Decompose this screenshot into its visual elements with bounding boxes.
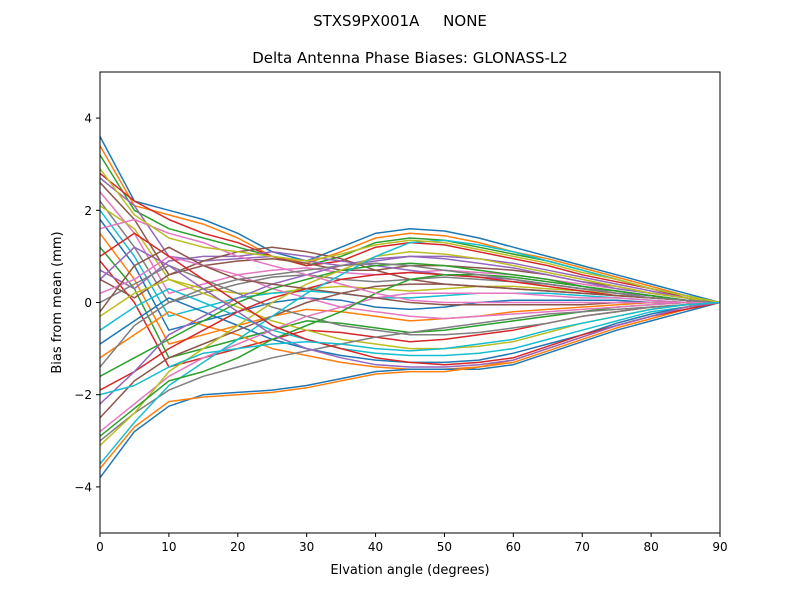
x-tick-label: 10 xyxy=(161,540,176,554)
series-line-s40 xyxy=(100,301,720,396)
series-line-s1 xyxy=(100,136,720,304)
series-line-s29 xyxy=(100,251,720,446)
x-tick-label: 30 xyxy=(299,540,314,554)
series-line-s27 xyxy=(100,292,720,433)
series-line-s33 xyxy=(100,274,720,437)
series-line-s37 xyxy=(100,218,720,304)
series-line-s26 xyxy=(100,283,720,419)
series-line-s2 xyxy=(100,145,720,304)
x-axis-ticks: 0 10 20 30 40 50 60 70 80 90 xyxy=(96,533,728,554)
series-line-s31 xyxy=(100,301,720,479)
y-tick-label: −4 xyxy=(74,480,92,494)
series-line-s39 xyxy=(100,168,720,304)
x-tick-label: 70 xyxy=(575,540,590,554)
series-line-s20 xyxy=(100,287,720,357)
y-axis-ticks: −4 −2 0 2 4 xyxy=(74,112,100,494)
x-tick-label: 20 xyxy=(230,540,245,554)
series-line-s25 xyxy=(100,255,720,405)
series-line-s32 xyxy=(100,301,720,469)
x-tick-label: 60 xyxy=(506,540,521,554)
x-tick-label: 0 xyxy=(96,540,104,554)
figure-suptitle: STXS9PX001A NONE xyxy=(313,12,487,30)
chart-title: Delta Antenna Phase Biases: GLONASS-L2 xyxy=(252,49,568,67)
series-line-s38 xyxy=(100,262,720,368)
y-tick-label: 4 xyxy=(84,112,92,126)
x-tick-label: 90 xyxy=(712,540,727,554)
x-tick-label: 40 xyxy=(368,540,383,554)
series-line-s28 xyxy=(100,301,720,442)
y-axis-label: Bias from mean (mm) xyxy=(50,231,65,373)
y-tick-label: −2 xyxy=(74,388,92,402)
series-group xyxy=(100,136,720,479)
x-tick-label: 80 xyxy=(643,540,658,554)
x-tick-label: 50 xyxy=(437,540,452,554)
y-tick-label: 0 xyxy=(84,296,92,310)
series-line-s12 xyxy=(100,232,720,345)
y-tick-label: 2 xyxy=(84,204,92,218)
x-axis-label: Elvation angle (degrees) xyxy=(330,563,489,578)
